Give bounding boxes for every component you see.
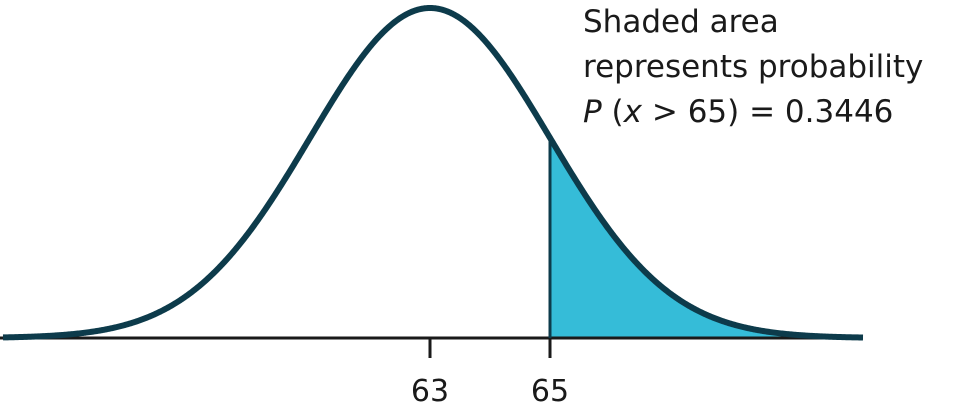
x-tick-label-65: 65 xyxy=(531,374,569,409)
annotation-line-3: P (x > 65) = 0.3446 xyxy=(583,90,923,135)
shaded-probability-area xyxy=(550,137,863,338)
annotation-line-2: represents probability xyxy=(583,49,924,85)
x-axis-ticks: 63 65 xyxy=(411,338,569,409)
probability-annotation: Shaded area represents probability P (x … xyxy=(583,0,923,135)
normal-curve xyxy=(1,5,865,341)
probability-symbol: P xyxy=(583,94,602,130)
annotation-line-1: Shaded area xyxy=(583,4,779,40)
probability-statement: > 65) = 0.3446 xyxy=(642,94,894,130)
random-variable-symbol: x xyxy=(623,94,643,130)
probability-open-paren: ( xyxy=(601,94,624,130)
x-tick-label-63: 63 xyxy=(411,374,449,409)
